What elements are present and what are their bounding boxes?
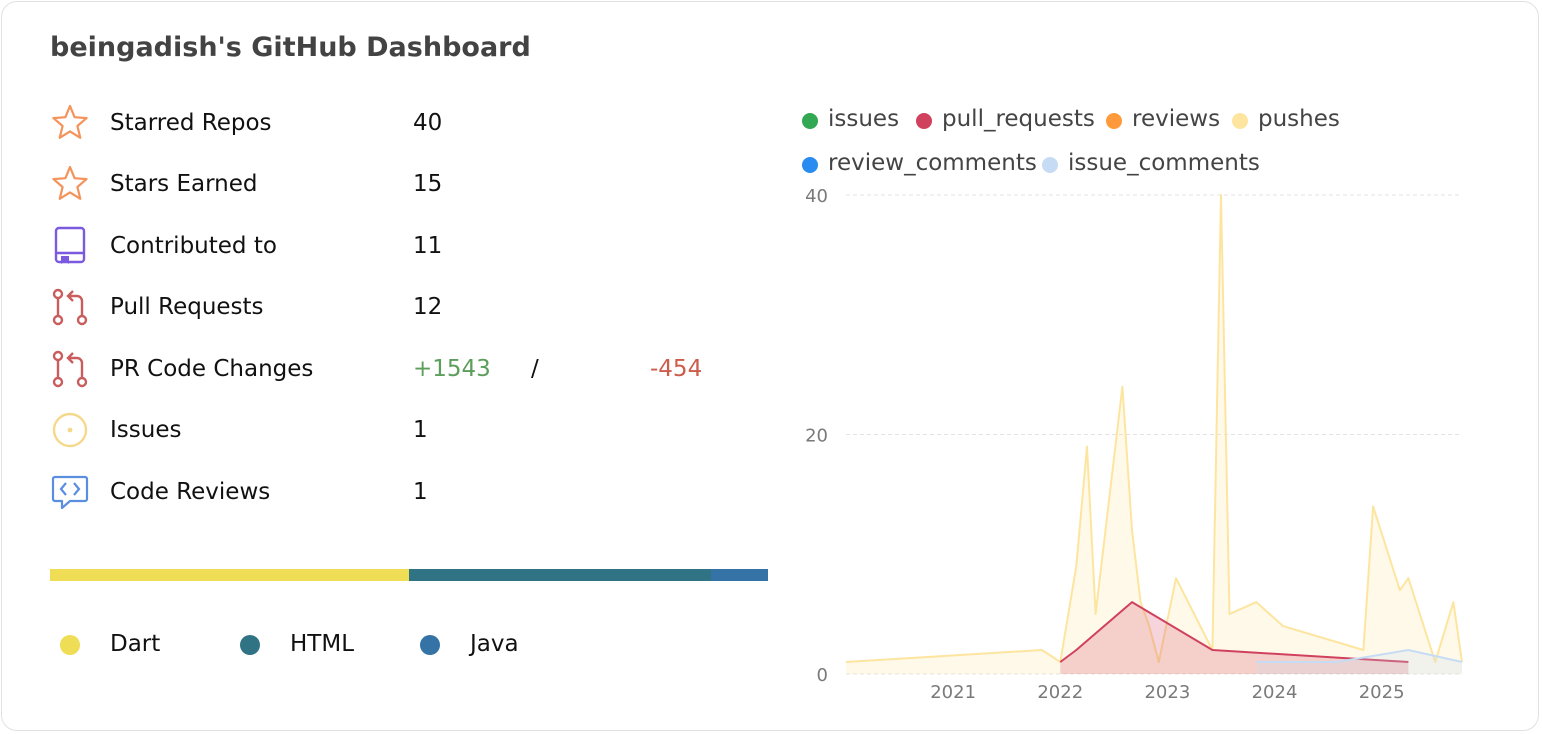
stat-label: Stars Earned [110, 171, 258, 197]
legend-label: review_comments [828, 150, 1037, 176]
stat-label: Issues [110, 417, 182, 443]
series-line-issue-comments [1256, 649, 1463, 663]
legend-dot [916, 113, 932, 129]
legend-label: issue_comments [1068, 150, 1260, 176]
legend-label: reviews [1132, 106, 1221, 132]
legend-label: issues [828, 106, 900, 132]
x-tick-label: 2023 [1144, 682, 1190, 703]
language-dot [420, 635, 440, 655]
x-tick-label: 2022 [1037, 682, 1083, 703]
language-bar [50, 569, 768, 581]
stat-value: 11 [413, 233, 443, 259]
language-dot [60, 635, 80, 655]
legend-dot [802, 157, 818, 173]
stat-row-code-reviews: Code Reviews 1 [50, 472, 750, 512]
series-area-pushes [846, 195, 1462, 674]
legend-label: pushes [1258, 106, 1340, 132]
language-name: HTML [290, 631, 355, 657]
x-tick-label: 2025 [1359, 682, 1405, 703]
additions-value: +1543 [413, 356, 491, 382]
repo-icon [54, 226, 86, 264]
pull-request-icon [52, 350, 88, 388]
issue-icon [52, 412, 88, 448]
code-review-icon [51, 475, 89, 510]
legend-dot [1232, 113, 1248, 129]
series-area-issue-comments [1256, 650, 1462, 674]
star-icon [52, 104, 88, 139]
y-tick-label: 20 [805, 426, 828, 447]
stat-row-stars-earned: Stars Earned 15 [50, 164, 750, 204]
y-tick-label: 0 [817, 665, 828, 686]
stat-row-contributed-to: Contributed to 11 [50, 226, 750, 266]
language-bar-segment [409, 569, 711, 581]
star-icon [52, 165, 88, 200]
stat-row-pull-requests: Pull Requests 12 [50, 287, 750, 327]
pull-request-icon [52, 288, 88, 326]
legend-dot [1106, 113, 1122, 129]
stat-value: 15 [413, 171, 443, 197]
language-dot [240, 635, 260, 655]
language-bar-segment [710, 569, 768, 581]
y-tick-label: 40 [805, 186, 828, 207]
series-area-pull-requests [1060, 602, 1409, 674]
series-line-pushes [845, 194, 1463, 663]
stat-row-issues: Issues 1 [50, 410, 750, 450]
x-tick-label: 2021 [930, 682, 976, 703]
stat-row-starred-repos: Starred Repos 40 [50, 103, 750, 143]
stat-label: Contributed to [110, 233, 277, 259]
stat-label: Starred Repos [110, 110, 272, 136]
language-name: Java [470, 631, 519, 657]
legend-dot [1042, 157, 1058, 173]
stat-value: 12 [413, 294, 443, 320]
stat-value: 40 [413, 110, 443, 136]
stat-row-pr-code-changes: PR Code Changes +1543 / -454 [50, 349, 750, 389]
dashboard-title: beingadish's GitHub Dashboard [50, 32, 531, 63]
stat-value: 1 [413, 417, 428, 443]
series-line-pull-requests [1059, 601, 1409, 663]
changes-separator: / [531, 356, 539, 382]
x-tick-label: 2024 [1252, 682, 1298, 703]
legend-dot [802, 113, 818, 129]
stat-value: 1 [413, 479, 428, 505]
stat-label: Pull Requests [110, 294, 264, 320]
language-bar-segment [50, 569, 409, 581]
stat-label: PR Code Changes [110, 356, 314, 382]
language-name: Dart [110, 631, 161, 657]
deletions-value: -454 [650, 356, 703, 382]
stat-label: Code Reviews [110, 479, 271, 505]
legend-label: pull_requests [942, 106, 1095, 132]
